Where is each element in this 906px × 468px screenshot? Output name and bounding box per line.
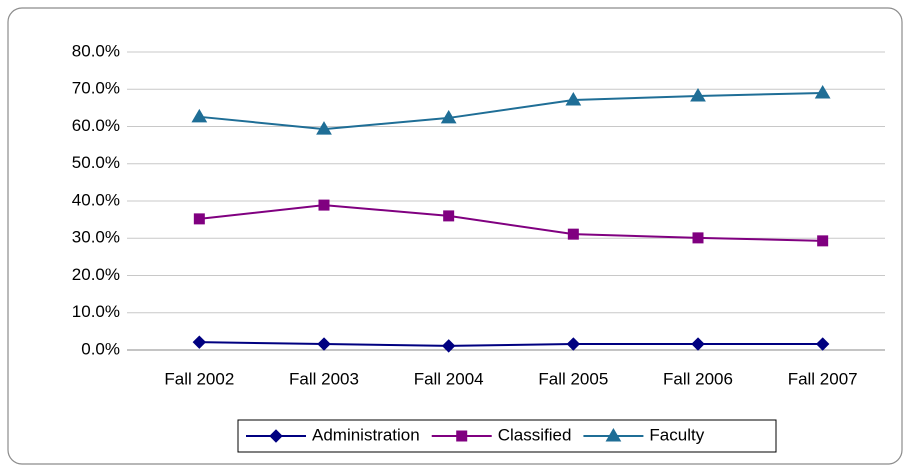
data-point: [690, 87, 706, 102]
x-tick-label: Fall 2002: [164, 369, 234, 388]
data-point: [193, 213, 205, 225]
y-tick-label: 0.0%: [81, 339, 120, 358]
y-tick-label: 80.0%: [72, 41, 120, 60]
legend-marker: [605, 428, 622, 442]
x-tick-label: Fall 2003: [289, 369, 359, 388]
data-point: [443, 210, 455, 222]
data-point: [191, 108, 208, 123]
data-point: [440, 109, 457, 124]
y-tick-label: 50.0%: [72, 153, 120, 172]
legend-label: Administration: [312, 425, 420, 444]
y-tick-label: 70.0%: [72, 79, 120, 98]
chart-frame: [7, 7, 903, 465]
data-point: [316, 121, 332, 135]
x-tick-label: Fall 2007: [788, 369, 858, 388]
x-tick-label: Fall 2004: [414, 369, 484, 388]
data-point: [565, 92, 582, 106]
data-point: [817, 235, 829, 247]
series-line: [199, 341, 823, 347]
x-tick-label: Fall 2005: [538, 369, 608, 388]
legend-marker: [456, 430, 468, 442]
data-point: [566, 337, 581, 351]
legend-label: Faculty: [649, 425, 704, 444]
y-tick-label: 30.0%: [72, 228, 120, 247]
data-point: [815, 337, 830, 351]
legend-label: Classified: [498, 425, 572, 444]
legend-box: [237, 419, 777, 453]
data-point: [814, 84, 831, 99]
series-line: [199, 91, 823, 131]
data-point: [691, 337, 705, 351]
series-line: [199, 204, 823, 242]
data-point: [441, 339, 456, 353]
y-tick-label: 60.0%: [72, 116, 120, 135]
legend-marker: [269, 429, 283, 443]
y-tick-label: 20.0%: [72, 265, 120, 284]
data-point: [692, 232, 704, 244]
data-point: [317, 337, 331, 351]
data-point: [318, 199, 330, 211]
data-point: [192, 335, 207, 349]
x-tick-label: Fall 2006: [663, 369, 733, 388]
y-tick-label: 10.0%: [72, 302, 120, 321]
data-point: [567, 228, 579, 240]
y-tick-label: 40.0%: [72, 190, 120, 209]
